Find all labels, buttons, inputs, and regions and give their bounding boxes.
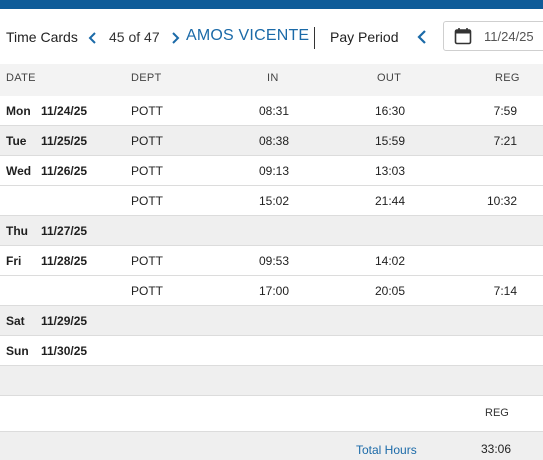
row-dept: POTT <box>131 164 163 178</box>
row-day: Sun <box>6 344 29 358</box>
row-in: 09:13 <box>259 164 290 178</box>
row-date: 11/28/25 <box>41 254 88 268</box>
row-date: 11/24/25 <box>41 104 88 118</box>
col-date: DATE <box>6 72 36 84</box>
col-out: OUT <box>377 72 402 84</box>
prev-pay-period-button[interactable] <box>415 27 429 45</box>
row-out: 16:30 <box>375 104 406 118</box>
table-row[interactable]: Fri 11/28/25 POTT 09:53 14:02 <box>0 246 543 276</box>
row-reg: 7:59 <box>493 104 517 118</box>
row-out: 20:05 <box>375 284 406 298</box>
chevron-right-icon <box>172 32 180 44</box>
pay-period-date-picker[interactable]: 11/24/25 <box>443 21 543 51</box>
table-row[interactable]: Thu 11/27/25 <box>0 216 543 246</box>
next-employee-button[interactable] <box>168 29 182 47</box>
time-card-table: Mon 11/24/25 POTT 08:31 16:30 7:59 Tue 1… <box>0 96 543 366</box>
row-in: 09:53 <box>259 254 290 268</box>
row-in: 17:00 <box>259 284 290 298</box>
row-in: 08:38 <box>259 134 290 148</box>
row-date: 11/29/25 <box>41 314 88 328</box>
record-counter: 45 of 47 <box>109 29 160 45</box>
row-day: Mon <box>6 104 31 118</box>
chevron-left-icon <box>88 32 96 44</box>
col-reg: REG <box>495 72 520 84</box>
table-spacer-row <box>0 366 543 396</box>
col-dept: DEPT <box>131 72 162 84</box>
table-row[interactable]: Sat 11/29/25 <box>0 306 543 336</box>
row-day: Wed <box>6 164 32 178</box>
total-hours-label: Total Hours <box>356 443 417 457</box>
summary-header: REG <box>0 396 543 431</box>
table-row[interactable]: Sun 11/30/25 <box>0 336 543 366</box>
row-dept: POTT <box>131 254 163 268</box>
table-row[interactable]: POTT 17:00 20:05 7:14 <box>0 276 543 306</box>
row-day: Fri <box>6 254 22 268</box>
col-in: IN <box>267 72 279 84</box>
row-day: Thu <box>6 224 28 238</box>
table-row[interactable]: Tue 11/25/25 POTT 08:38 15:59 7:21 <box>0 126 543 156</box>
prev-employee-button[interactable] <box>86 29 100 47</box>
row-out: 15:59 <box>375 134 406 148</box>
row-reg: 10:32 <box>486 194 517 208</box>
row-date: 11/25/25 <box>41 134 88 148</box>
table-header: DATE DEPT IN OUT REG <box>0 64 543 96</box>
table-row[interactable]: Wed 11/26/25 POTT 09:13 13:03 <box>0 156 543 186</box>
row-day: Sat <box>6 314 25 328</box>
row-out: 21:44 <box>375 194 406 208</box>
header-bar: Time Cards 45 of 47 AMOS VICENTE Pay Per… <box>0 9 543 64</box>
table-row[interactable]: POTT 15:02 21:44 10:32 <box>0 186 543 216</box>
pay-period-label: Pay Period <box>330 29 399 45</box>
total-hours-value: 33:06 <box>481 442 512 456</box>
row-dept: POTT <box>131 194 163 208</box>
table-row[interactable]: Mon 11/24/25 POTT 08:31 16:30 7:59 <box>0 96 543 126</box>
row-date: 11/27/25 <box>41 224 88 238</box>
page-title: Time Cards <box>6 29 78 45</box>
chevron-left-icon <box>417 30 426 44</box>
header-divider <box>314 27 315 49</box>
row-in: 15:02 <box>259 194 290 208</box>
row-out: 14:02 <box>375 254 406 268</box>
row-reg: 7:21 <box>493 134 517 148</box>
row-dept: POTT <box>131 284 163 298</box>
top-accent-bar <box>0 0 543 9</box>
calendar-icon <box>454 28 472 45</box>
row-dept: POTT <box>131 134 163 148</box>
pay-period-date-value: 11/24/25 <box>484 29 534 44</box>
row-in: 08:31 <box>259 104 290 118</box>
row-date: 11/26/25 <box>41 164 88 178</box>
row-date: 11/30/25 <box>41 344 88 358</box>
row-dept: POTT <box>131 104 163 118</box>
totals-row: Total Hours 33:06 <box>0 431 543 460</box>
row-reg: 7:14 <box>493 284 517 298</box>
employee-name-link[interactable]: AMOS VICENTE <box>186 27 310 44</box>
row-day: Tue <box>6 134 27 148</box>
summary-reg-label: REG <box>485 407 509 419</box>
row-out: 13:03 <box>375 164 406 178</box>
